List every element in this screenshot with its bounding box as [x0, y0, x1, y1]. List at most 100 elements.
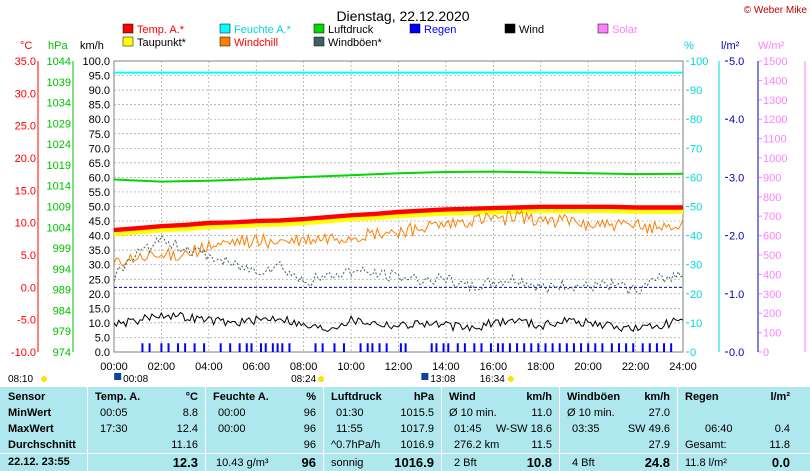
rain-bar: [655, 343, 658, 352]
rain-bar: [572, 343, 575, 352]
rain-bar: [203, 343, 206, 352]
rain-bar: [489, 343, 492, 352]
rain-bar: [238, 343, 241, 352]
solar-axis-tick: 700: [763, 211, 781, 223]
rain-bar: [245, 343, 248, 352]
temp-axis-tick: 20.0: [15, 153, 36, 165]
solar-axis-tick: 0: [763, 347, 769, 359]
wind-axis-tick: 80.0: [89, 114, 110, 126]
solar-axis-tick: 1200: [763, 114, 787, 126]
legend-swatch: [313, 36, 325, 47]
wind-bft: 2 Bft: [454, 457, 477, 469]
rain-axis-tick: 1.0: [729, 289, 744, 301]
rain-bar: [342, 343, 345, 352]
rain-bar: [321, 343, 324, 352]
rain-bar: [544, 343, 547, 352]
legend-label: Taupunkt*: [137, 37, 187, 49]
wind-r3-label: 276.2 km: [454, 439, 500, 451]
rain-max: 0.4: [774, 423, 790, 435]
x-tick-label: 02:00: [148, 361, 176, 373]
series-windb-en-: [113, 235, 684, 296]
humidity-axis-tick: 100: [690, 56, 708, 68]
rain-unit: l/m²: [770, 391, 790, 403]
rain-bar: [264, 343, 267, 352]
rain-bar: [501, 343, 504, 352]
temp-axis-tick: 15.0: [15, 185, 36, 197]
pressure-axis-tick: 979: [53, 326, 71, 338]
rain-bar: [610, 343, 613, 352]
rain-bar: [473, 343, 476, 352]
rain-bar: [271, 343, 274, 352]
rain-bar: [648, 343, 651, 352]
pressure-axis-tick: 984: [53, 305, 71, 317]
pressure-axis-tick: 1004: [47, 222, 71, 234]
temp-header: Temp. A.: [95, 391, 141, 403]
hum-avg: 96: [303, 439, 316, 451]
wind-now: 10.8: [526, 455, 552, 470]
wind-unit: km/h: [526, 391, 552, 403]
rain-bar: [259, 343, 262, 352]
rain-bar: [219, 343, 222, 352]
legend-swatch: [313, 23, 325, 34]
wind-axis-tick: 30.0: [89, 260, 110, 272]
row-label-avg: Durchschnitt: [8, 439, 76, 451]
rain-bar: [447, 343, 450, 352]
rain-axis-tick: 2.0: [729, 231, 744, 243]
rain-bar: [288, 343, 291, 352]
solar-axis-tick: 1500: [763, 56, 787, 68]
wind-r3: 11.5: [531, 439, 552, 451]
humidity-axis-tick: 0: [690, 347, 696, 359]
rain-bar: [167, 343, 170, 352]
legend-swatch: [122, 36, 134, 47]
rain-bar: [442, 343, 445, 352]
rain-bar: [456, 343, 459, 352]
rain-bar: [663, 343, 666, 352]
series-layer: [113, 71, 684, 352]
rain-bar: [480, 343, 483, 352]
wind-r2-time: 01:45: [454, 423, 482, 435]
press-header: Luftdruck: [331, 391, 382, 403]
moonset-label: 13:08: [430, 374, 455, 385]
copyright: © Weber Mike: [744, 5, 808, 16]
humidity-axis-tick: 40: [690, 231, 702, 243]
temp-avg: 11.16: [171, 439, 198, 451]
x-tick-label: 20:00: [574, 361, 602, 373]
x-tick-label: 04:00: [195, 361, 223, 373]
legend-swatch: [219, 23, 231, 34]
rain-bar: [404, 343, 407, 352]
temp-axis-tick: 35.0: [15, 56, 36, 68]
rain-axis-tick: 3.0: [729, 172, 744, 184]
temp-axis-tick: 5.0: [21, 250, 36, 262]
gust-r1-label: Ø 10 min.: [567, 407, 615, 419]
press-trend: ^0.7hPa/h: [331, 439, 381, 451]
legend-label: Solar: [612, 24, 638, 36]
wind-r2-dir: W-SW 18.6: [495, 423, 552, 435]
rain-bar: [601, 343, 604, 352]
gust-header: Windböen: [567, 391, 621, 403]
wind-axis-tick: 55.0: [89, 187, 110, 199]
rain-bar: [497, 343, 500, 352]
pressure-axis-tick: 1029: [47, 118, 71, 130]
wind-axis-tick: 35.0: [89, 245, 110, 257]
row-label-min: MinWert: [8, 407, 52, 419]
hum-dew: 10.43 g/m³: [216, 457, 269, 469]
wind-axis-tick: 50.0: [89, 202, 110, 214]
gust-r2-time: 03:35: [572, 423, 600, 435]
wind-header: Wind: [449, 391, 476, 403]
axis-unit-temp: °C: [20, 40, 32, 52]
rain-bar: [523, 343, 526, 352]
x-tick-label: 00:00: [100, 361, 128, 373]
rain-bar: [641, 343, 644, 352]
rain-bar: [463, 343, 466, 352]
rain-now: 11.8 l/m²: [685, 457, 727, 469]
series-wind: [113, 311, 684, 333]
temp-axis-tick: 0.0: [21, 282, 36, 294]
sunrise-label: 08:10: [8, 374, 33, 385]
temp-max-time: 17:30: [100, 423, 128, 435]
row-label-max: MaxWert: [8, 423, 54, 435]
pressure-axis-tick: 989: [53, 285, 71, 297]
legend-label: Windböen*: [328, 37, 383, 49]
rain-bar: [435, 343, 438, 352]
temp-min: 8.8: [182, 407, 198, 419]
axis-unit-solar: W/m²: [758, 40, 785, 52]
